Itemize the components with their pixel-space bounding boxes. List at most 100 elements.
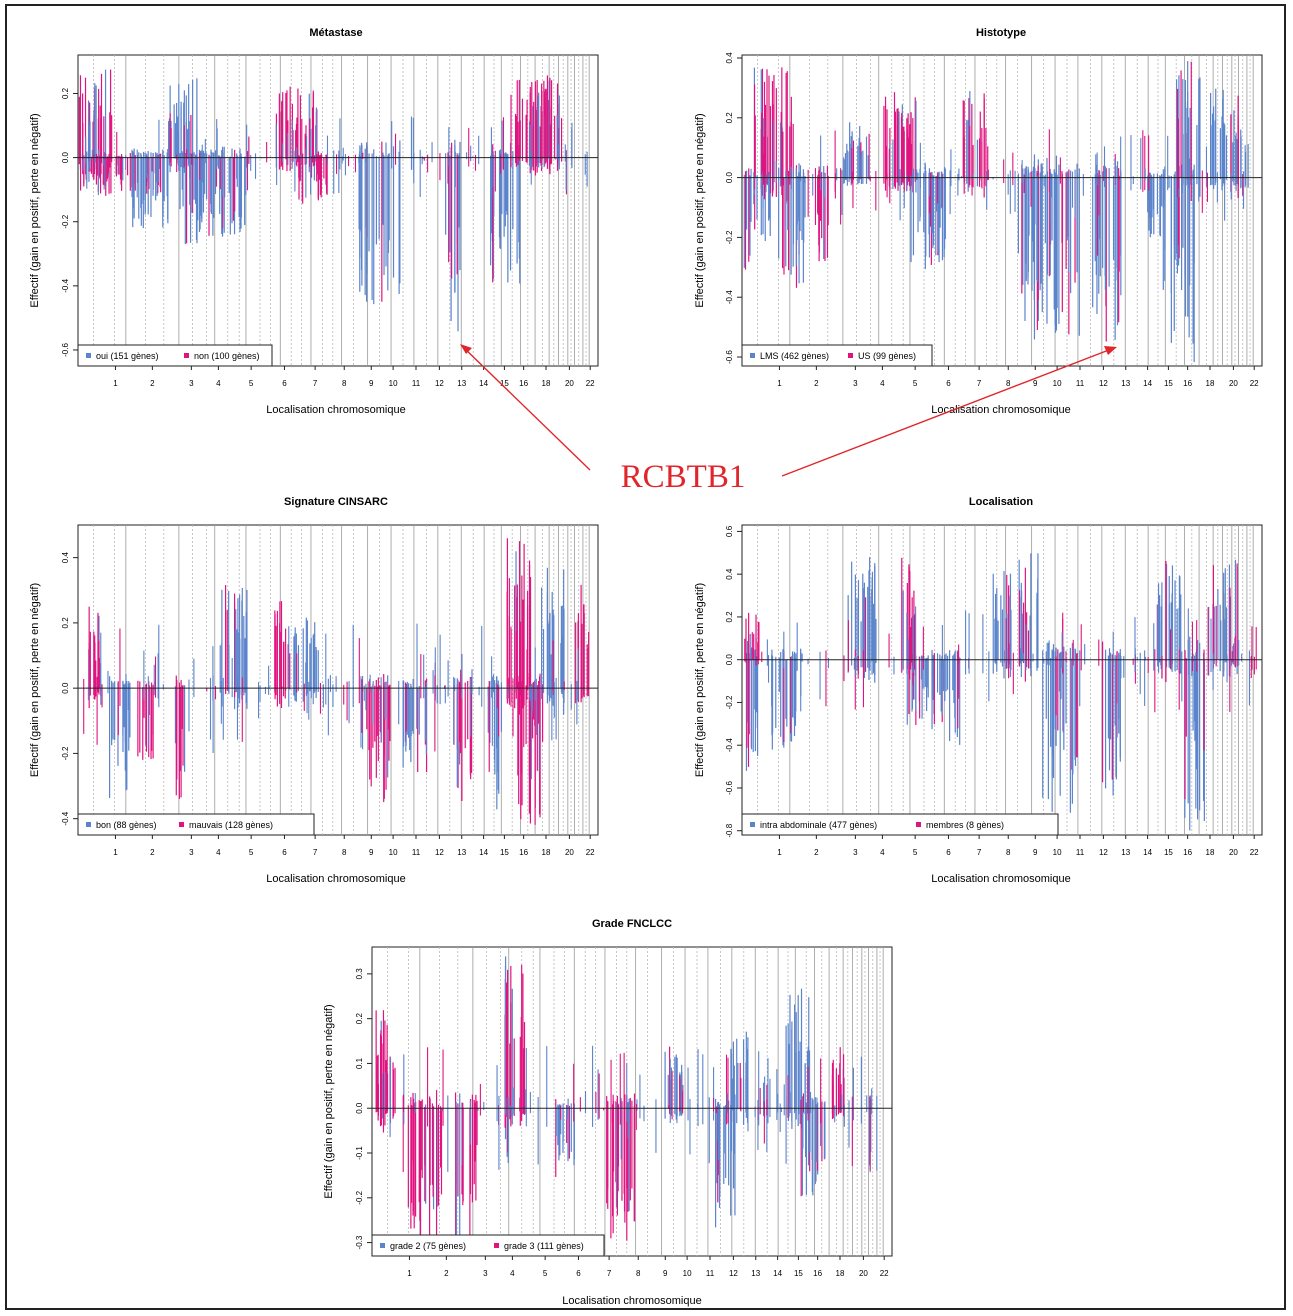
- legend-label: oui (151 gènes): [96, 351, 159, 361]
- legend-box: [371, 1234, 605, 1257]
- legend: intra abdominale (477 gènes) membres (8 g…: [741, 813, 1059, 836]
- chart-title: Histotype: [976, 27, 1026, 39]
- x-tick-label: 10: [1053, 848, 1062, 857]
- x-axis-label: Localisation chromosomique: [931, 873, 1070, 885]
- legend-label: US (99 gènes): [858, 351, 916, 361]
- x-tick-label: 7: [313, 848, 318, 857]
- arrow-line: [781, 347, 1115, 477]
- y-tick-label: 0.0: [61, 682, 70, 694]
- y-tick-label: -0.4: [725, 290, 734, 304]
- y-tick-label: 0.4: [725, 52, 734, 64]
- x-tick-label: 2: [814, 379, 819, 388]
- x-tick-label: 7: [977, 379, 982, 388]
- y-axis-label: Effectif (gain en positif, perte en néga…: [694, 583, 706, 777]
- x-tick-label: 15: [500, 848, 509, 857]
- chart-title: Localisation: [969, 496, 1033, 508]
- x-tick-label: 14: [479, 379, 488, 388]
- legend-label: bon (88 gènes): [96, 820, 157, 830]
- x-tick-label: 5: [543, 1269, 548, 1278]
- x-tick-label: 22: [586, 848, 595, 857]
- rcbtb1-annotation: RCBTB1: [460, 344, 1117, 495]
- y-tick-label: -0.8: [725, 823, 734, 837]
- x-tick-label: 13: [1121, 848, 1130, 857]
- y-tick-label: -0.3: [355, 1235, 364, 1249]
- y-tick-label: 0.2: [355, 1013, 364, 1025]
- x-tick-label: 4: [880, 848, 885, 857]
- plot-frame: [741, 54, 1263, 367]
- x-tick-label: 7: [313, 379, 318, 388]
- x-tick-label: 16: [519, 848, 528, 857]
- legend-swatch: [380, 1243, 385, 1248]
- legend-label: LMS (462 gènes): [760, 351, 829, 361]
- x-tick-label: 14: [1143, 848, 1152, 857]
- y-tick-label: 0.0: [61, 151, 70, 163]
- x-tick-label: 15: [1164, 848, 1173, 857]
- x-tick-label: 5: [913, 379, 918, 388]
- legend-swatch: [179, 822, 184, 827]
- x-tick-label: 1: [113, 848, 118, 857]
- plot-frame: [77, 524, 599, 836]
- x-tick-label: 3: [483, 1269, 488, 1278]
- x-tick-label: 15: [1164, 379, 1173, 388]
- y-tick-label: -0.4: [725, 738, 734, 752]
- legend-swatch: [86, 822, 91, 827]
- legend-label: mauvais (128 gènes): [189, 820, 273, 830]
- x-tick-label: 6: [946, 379, 951, 388]
- legend: LMS (462 gènes) US (99 gènes): [741, 344, 933, 367]
- legend: grade 2 (75 gènes) grade 3 (111 gènes): [371, 1234, 605, 1257]
- x-tick-label: 22: [586, 379, 595, 388]
- x-tick-label: 8: [636, 1269, 641, 1278]
- figure-frame: [5, 4, 1286, 1310]
- arrow-line: [461, 345, 591, 471]
- chart-panel-5: -0.3-0.2-0.10.00.10.20.31 2 3 4 5 6 7 8 9 10 11 12 1…: [323, 918, 893, 1307]
- x-axis-label: Localisation chromosomique: [562, 1295, 701, 1307]
- x-tick-label: 16: [813, 1269, 822, 1278]
- x-tick-label: 3: [189, 848, 194, 857]
- x-tick-label: 9: [369, 848, 374, 857]
- y-tick-label: -0.6: [61, 343, 70, 357]
- x-tick-label: 18: [836, 1269, 845, 1278]
- x-tick-label: 13: [457, 848, 466, 857]
- y-tick-label: 0.3: [355, 968, 364, 980]
- x-tick-label: 9: [1033, 848, 1038, 857]
- x-tick-label: 11: [706, 1269, 715, 1278]
- legend: bon (88 gènes) mauvais (128 gènes): [77, 813, 315, 836]
- legend-box: [741, 344, 933, 367]
- arrow-head: [1104, 346, 1117, 355]
- x-tick-label: 12: [1099, 379, 1108, 388]
- y-axis-label: Effectif (gain en positif, perte en néga…: [29, 113, 41, 307]
- x-tick-label: 3: [853, 379, 858, 388]
- x-tick-label: 6: [946, 848, 951, 857]
- x-tick-label: 10: [389, 379, 398, 388]
- y-tick-label: 0.4: [725, 568, 734, 580]
- x-tick-label: 13: [457, 379, 466, 388]
- chart-panel-3: -0.4-0.20.00.20.41 2 3 4 5 6 7 8 9 10 11 12 13 14 15 16…: [29, 496, 599, 885]
- x-tick-label: 9: [663, 1269, 668, 1278]
- x-tick-label: 3: [189, 379, 194, 388]
- x-tick-label: 12: [435, 848, 444, 857]
- y-axis-label: Effectif (gain en positif, perte en néga…: [29, 583, 41, 777]
- legend-swatch: [86, 353, 91, 358]
- y-tick-label: 0.0: [355, 1102, 364, 1114]
- y-tick-label: 0.0: [725, 654, 734, 666]
- legend-label: membres (8 gènes): [926, 820, 1004, 830]
- arrow-head: [460, 344, 472, 354]
- x-tick-label: 5: [249, 848, 254, 857]
- y-tick-label: -0.6: [725, 350, 734, 364]
- x-tick-label: 7: [607, 1269, 612, 1278]
- x-tick-label: 18: [1206, 848, 1215, 857]
- x-tick-label: 18: [1206, 379, 1215, 388]
- y-tick-label: -0.1: [355, 1146, 364, 1160]
- x-tick-label: 10: [389, 848, 398, 857]
- x-tick-label: 18: [542, 848, 551, 857]
- y-tick-label: 0.6: [725, 525, 734, 537]
- x-tick-label: 4: [216, 379, 221, 388]
- x-tick-label: 12: [435, 379, 444, 388]
- x-tick-label: 2: [150, 848, 155, 857]
- x-tick-label: 3: [853, 848, 858, 857]
- x-tick-label: 4: [216, 848, 221, 857]
- x-tick-label: 11: [412, 848, 421, 857]
- x-tick-label: 5: [913, 848, 918, 857]
